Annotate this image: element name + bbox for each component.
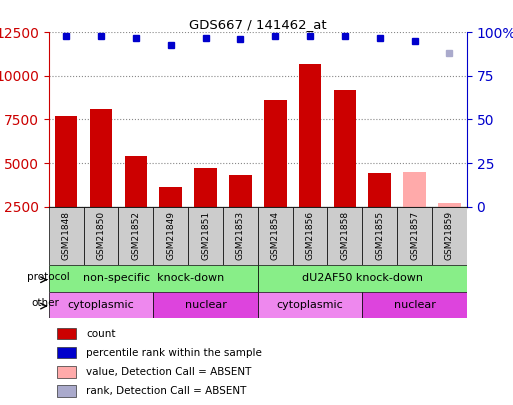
Bar: [362, 207, 397, 265]
Bar: [258, 207, 292, 265]
Bar: [125, 156, 147, 207]
Bar: [194, 168, 217, 207]
Bar: [292, 207, 327, 265]
Text: GSM21852: GSM21852: [131, 211, 141, 260]
Bar: [299, 64, 321, 207]
Bar: [119, 207, 153, 265]
Bar: [432, 207, 467, 265]
Bar: [368, 173, 391, 207]
Text: GSM21853: GSM21853: [236, 211, 245, 260]
Text: other: other: [32, 298, 60, 309]
Bar: [333, 90, 356, 207]
Bar: [49, 292, 153, 318]
Text: GSM21849: GSM21849: [166, 211, 175, 260]
Text: rank, Detection Call = ABSENT: rank, Detection Call = ABSENT: [86, 386, 247, 396]
Bar: [438, 203, 461, 207]
Bar: [57, 347, 76, 358]
Bar: [153, 292, 258, 318]
Bar: [397, 207, 432, 265]
Text: GSM21857: GSM21857: [410, 211, 419, 260]
Text: cytoplasmic: cytoplasmic: [68, 300, 134, 310]
Text: GSM21854: GSM21854: [271, 211, 280, 260]
Bar: [403, 172, 426, 207]
Bar: [153, 207, 188, 265]
Text: GSM21859: GSM21859: [445, 211, 454, 260]
Text: count: count: [86, 328, 116, 339]
Text: nuclear: nuclear: [185, 300, 226, 310]
Text: dU2AF50 knock-down: dU2AF50 knock-down: [302, 273, 423, 283]
Bar: [160, 188, 182, 207]
Bar: [49, 207, 84, 265]
Bar: [229, 175, 252, 207]
Bar: [49, 265, 258, 292]
Bar: [57, 328, 76, 339]
Text: GSM21851: GSM21851: [201, 211, 210, 260]
Bar: [362, 292, 467, 318]
Bar: [258, 292, 362, 318]
Bar: [55, 116, 77, 207]
Text: value, Detection Call = ABSENT: value, Detection Call = ABSENT: [86, 367, 252, 377]
Bar: [84, 207, 119, 265]
Bar: [264, 100, 287, 207]
Text: GSM21848: GSM21848: [62, 211, 71, 260]
Bar: [258, 265, 467, 292]
Text: cytoplasmic: cytoplasmic: [277, 300, 343, 310]
Text: GSM21855: GSM21855: [375, 211, 384, 260]
Text: GSM21856: GSM21856: [306, 211, 314, 260]
Text: non-specific  knock-down: non-specific knock-down: [83, 273, 224, 283]
Text: percentile rank within the sample: percentile rank within the sample: [86, 348, 262, 358]
Text: GSM21850: GSM21850: [96, 211, 106, 260]
Text: GSM21858: GSM21858: [341, 211, 349, 260]
Bar: [223, 207, 258, 265]
Bar: [327, 207, 362, 265]
Bar: [188, 207, 223, 265]
Text: nuclear: nuclear: [393, 300, 436, 310]
Bar: [57, 366, 76, 377]
Bar: [57, 386, 76, 397]
Bar: [90, 109, 112, 207]
Text: protocol: protocol: [27, 272, 70, 282]
Title: GDS667 / 141462_at: GDS667 / 141462_at: [189, 18, 327, 31]
